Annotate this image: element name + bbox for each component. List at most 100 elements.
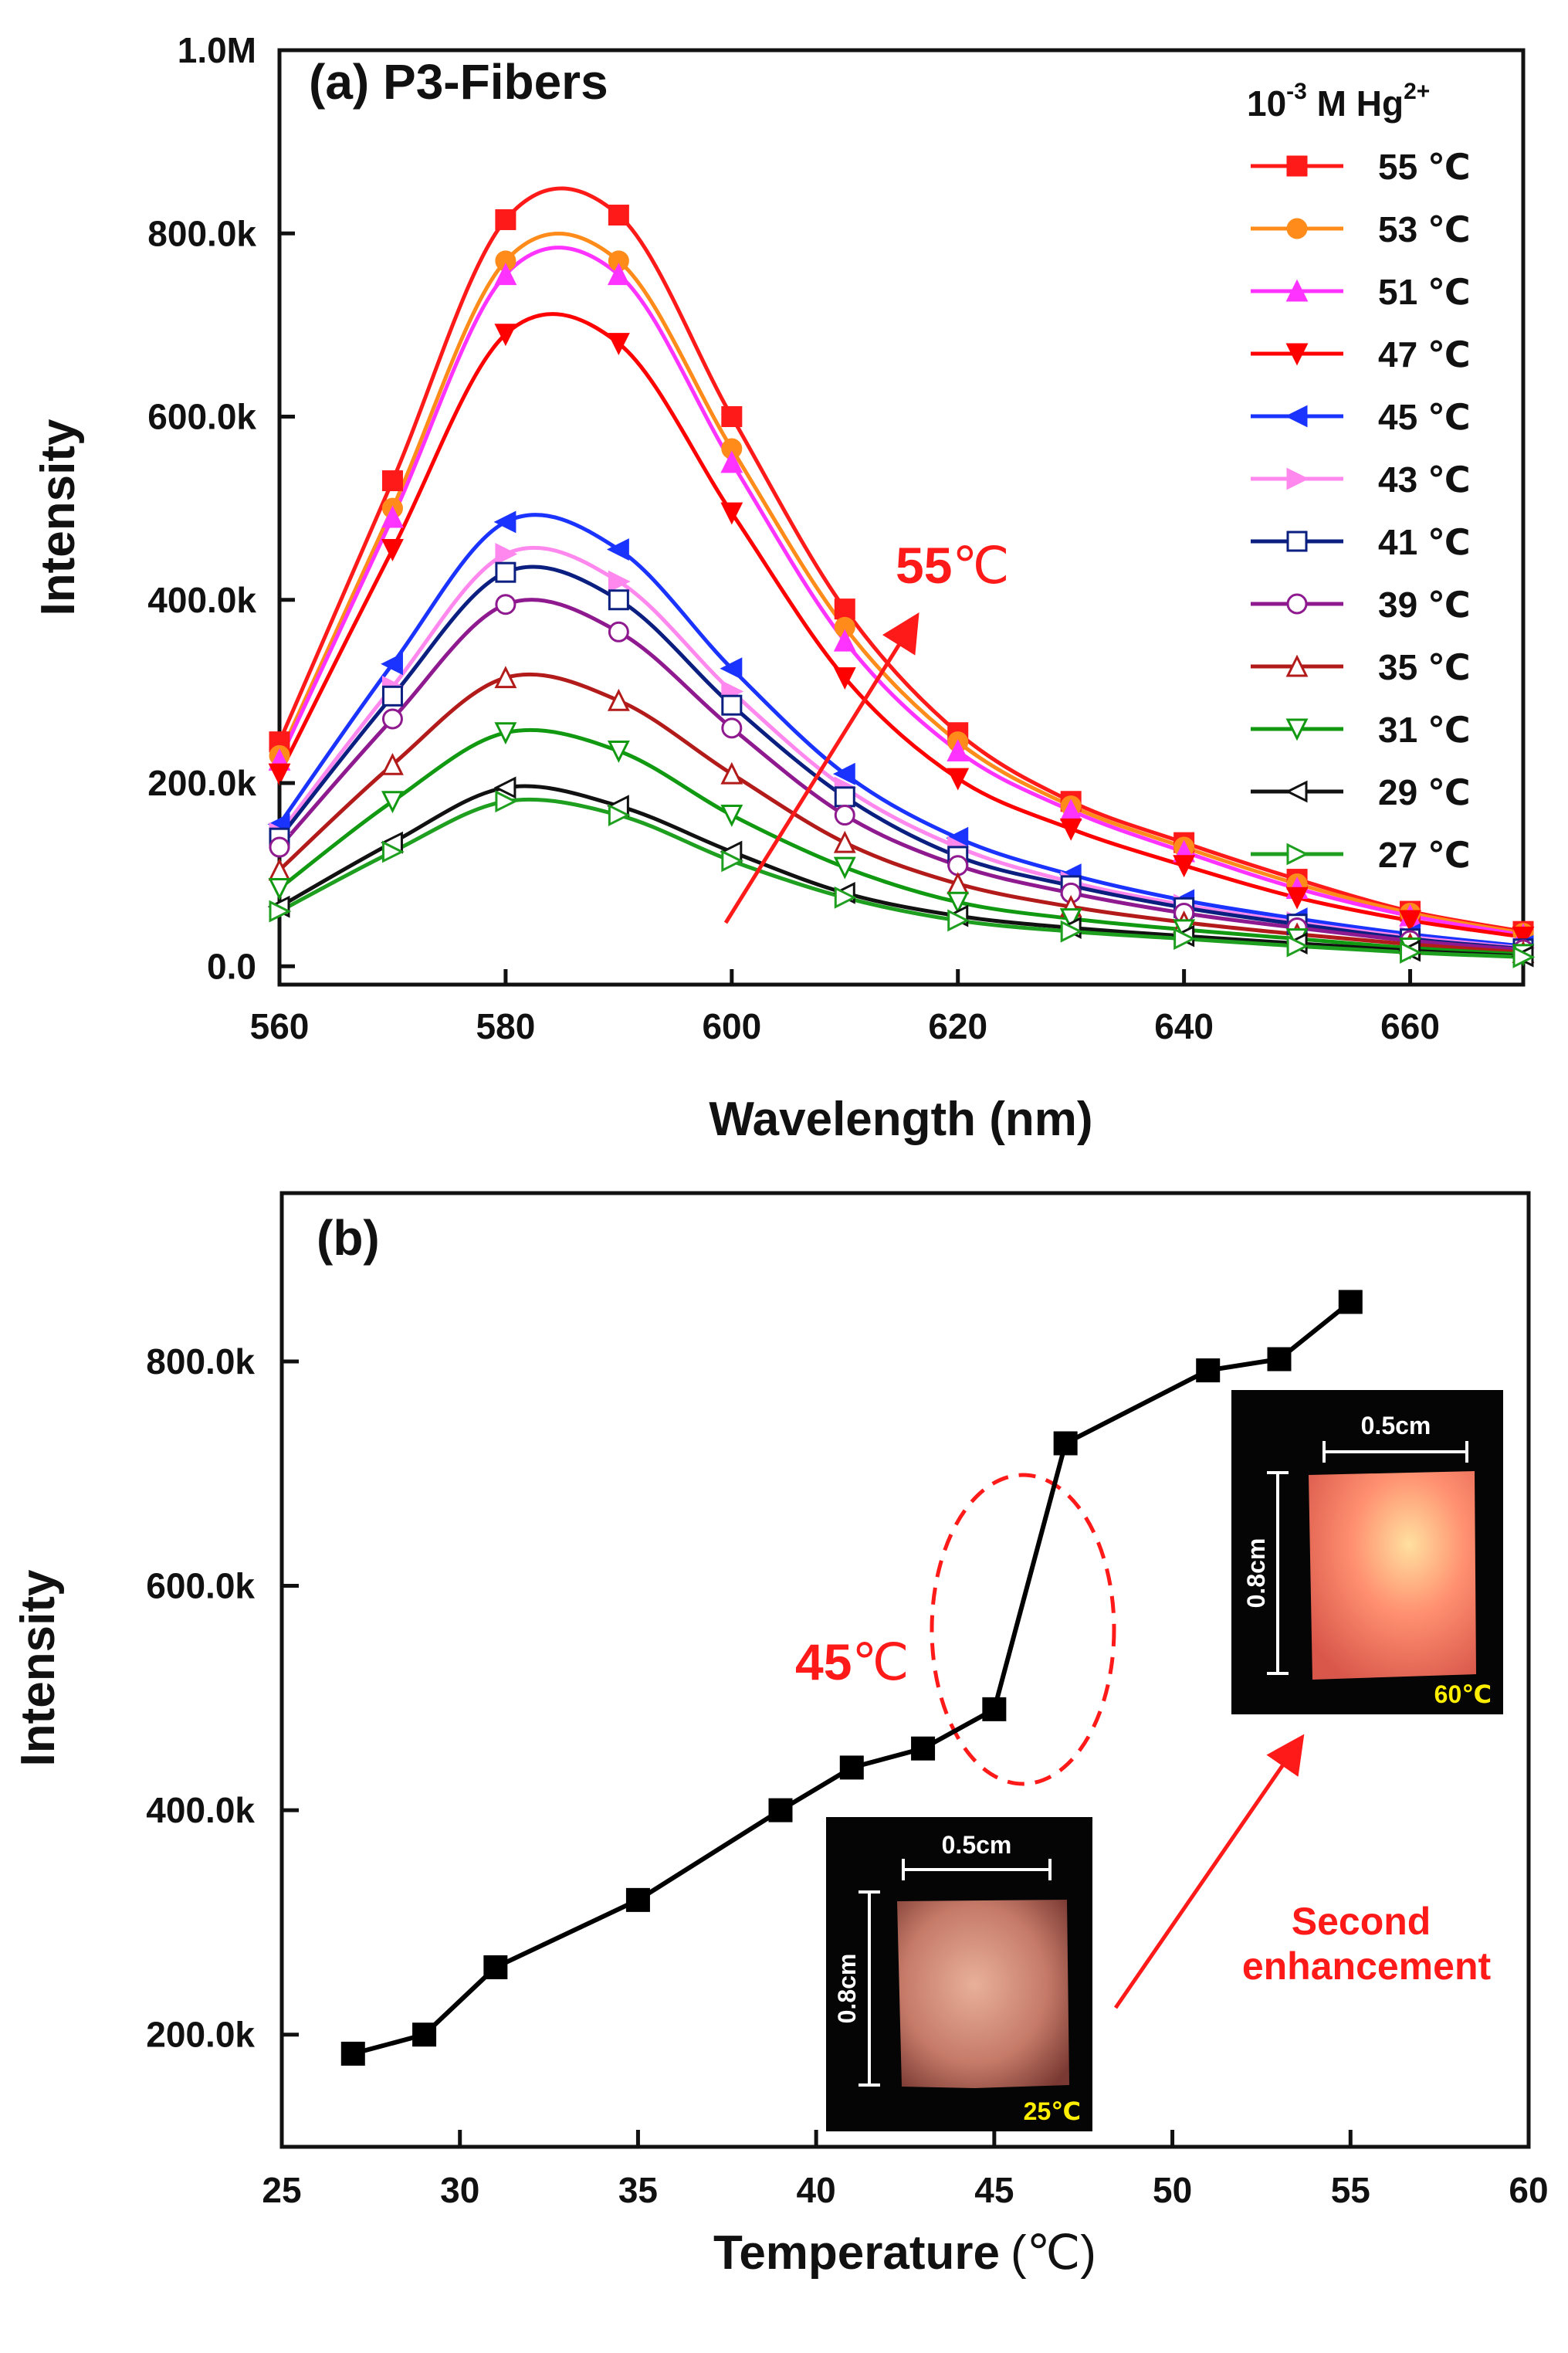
legend-swatch-marker: [1285, 718, 1309, 741]
data-point-s6-2: [495, 561, 516, 583]
x-tick-label: 40: [797, 2170, 836, 2210]
y-tick-label: 400.0k: [146, 1790, 255, 1830]
svg-text:0.8cm: 0.8cm: [833, 1954, 861, 2024]
x-tick-label: 580: [476, 1006, 536, 1046]
series-line-10: [278, 784, 1524, 958]
panel-a-legend: 55 ℃ 53 ℃ 51 ℃ 47 ℃ 45 ℃ 43 ℃ 41 ℃ 39 ℃ 35 ℃ 31 ℃…: [1251, 147, 1471, 875]
legend-item: 47 ℃: [1251, 334, 1471, 375]
legend-item: 35 ℃: [1251, 647, 1471, 687]
legend-item: 29 ℃: [1251, 772, 1471, 812]
data-point-s3-4: [720, 502, 743, 525]
data-point-11: [1338, 1290, 1363, 1314]
data-point-s9-0: [268, 877, 291, 900]
legend-swatch-marker: [1286, 218, 1308, 239]
data-point-s4-1: [381, 653, 403, 676]
data-point-s2-3: [607, 263, 630, 286]
data-point-s11-7: [1060, 920, 1083, 943]
legend-item: 31 ℃: [1251, 710, 1471, 750]
transition-highlight-ellipse: [930, 1473, 1116, 1786]
legend-label: 43 ℃: [1378, 459, 1471, 500]
data-point-s2-5: [833, 629, 856, 652]
legend-label: 35 ℃: [1378, 647, 1471, 687]
legend-swatch-marker: [1286, 593, 1308, 615]
data-point-8: [1053, 1431, 1078, 1456]
transition-annotation: 45℃: [795, 1633, 909, 1690]
data-point-s0-3: [608, 205, 629, 226]
data-point-s8-3: [607, 688, 630, 711]
data-point-s7-5: [834, 805, 855, 826]
legend-swatch-marker: [1286, 467, 1309, 490]
panel-b-series: [340, 1290, 1363, 2066]
legend-label: 29 ℃: [1378, 772, 1471, 812]
data-point-s4-5: [832, 762, 855, 785]
y-tick-label: 600.0k: [146, 1566, 255, 1606]
y-tick-label: 200.0k: [147, 763, 256, 803]
enhancement-annotation: Second enhancement: [1242, 1900, 1492, 1988]
svg-text:25℃: 25℃: [1024, 2097, 1081, 2125]
data-point-s4-2: [493, 510, 516, 534]
data-point-6: [911, 1736, 936, 1761]
data-point-s6-1: [381, 685, 403, 707]
legend-swatch-marker: [1285, 279, 1309, 302]
data-point-3: [625, 1887, 650, 1912]
panel-a-y-axis-label: Intensity: [32, 419, 85, 615]
x-tick-label: 60: [1509, 2170, 1548, 2210]
data-point-s8-5: [833, 830, 856, 853]
data-point-s7-1: [381, 708, 403, 730]
legend-swatch-marker: [1286, 843, 1309, 866]
svg-text:0.5cm: 0.5cm: [942, 1831, 1012, 1859]
svg-text:60℃: 60℃: [1434, 1680, 1492, 1708]
data-point-s5-3: [608, 570, 631, 593]
data-point-s6-4: [721, 694, 743, 716]
data-point-s0-5: [834, 598, 855, 620]
data-point-s3-9: [1285, 887, 1309, 910]
data-point-s0-1: [381, 470, 403, 492]
data-point-s6-3: [608, 589, 629, 611]
legend-swatch-marker: [1285, 654, 1309, 677]
data-point-s7-0: [269, 836, 290, 858]
data-point-s9-3: [607, 741, 630, 763]
legend-label: 31 ℃: [1378, 710, 1471, 750]
legend-swatch-marker: [1285, 780, 1308, 803]
panel-a-series-markers: [267, 205, 1536, 968]
x-tick-label: 660: [1380, 1006, 1440, 1046]
fiber-mat-high: [1309, 1471, 1476, 1680]
svg-text:10-3 M Hg2+: 10-3 M Hg2+: [1247, 79, 1430, 124]
data-point-s3-10: [1399, 910, 1421, 933]
legend-swatch-marker: [1286, 155, 1308, 177]
data-point-s11-9: [1286, 934, 1309, 958]
data-point-s11-8: [1173, 927, 1196, 951]
data-point-s7-3: [608, 621, 629, 642]
legend-item: 41 ℃: [1251, 522, 1471, 562]
x-tick-label: 600: [702, 1006, 761, 1046]
legend-label: 53 ℃: [1378, 209, 1471, 249]
legend-label: 39 ℃: [1378, 585, 1471, 625]
data-point-s3-7: [1059, 818, 1082, 841]
data-point-s3-1: [381, 539, 404, 561]
legend-item: 51 ℃: [1251, 272, 1471, 312]
svg-text:0.8cm: 0.8cm: [1242, 1538, 1270, 1609]
panel-b-frame: [279, 1191, 1531, 2149]
data-point-s6-5: [834, 786, 855, 808]
data-point-s3-6: [947, 768, 970, 791]
panel-a-frame: [277, 48, 1526, 987]
x-tick-label: 560: [250, 1006, 310, 1046]
legend-label: 55 ℃: [1378, 147, 1471, 187]
y-tick-label: 800.0k: [146, 1341, 255, 1382]
legend-item: 45 ℃: [1251, 397, 1471, 437]
data-point-s9-1: [381, 791, 404, 814]
data-point-s3-11: [1512, 926, 1535, 949]
data-point-4: [768, 1798, 793, 1822]
heating-arrow: [723, 612, 919, 924]
panel-b-title: (b): [317, 1210, 380, 1266]
panel-a-title: (a) P3-Fibers: [309, 54, 608, 110]
x-tick-label: 620: [928, 1006, 987, 1046]
legend-item: 55 ℃: [1251, 147, 1471, 187]
data-point-s7-4: [721, 717, 743, 739]
legend-label: 27 ℃: [1378, 835, 1471, 875]
x-tick-label: 640: [1154, 1006, 1214, 1046]
series-line-11: [278, 797, 1524, 959]
legend-item: 43 ℃: [1251, 459, 1471, 500]
y-tick-label: 200.0k: [146, 2015, 255, 2055]
inset-photo-low: 0.5cm 0.8cm 25℃: [826, 1817, 1092, 2131]
